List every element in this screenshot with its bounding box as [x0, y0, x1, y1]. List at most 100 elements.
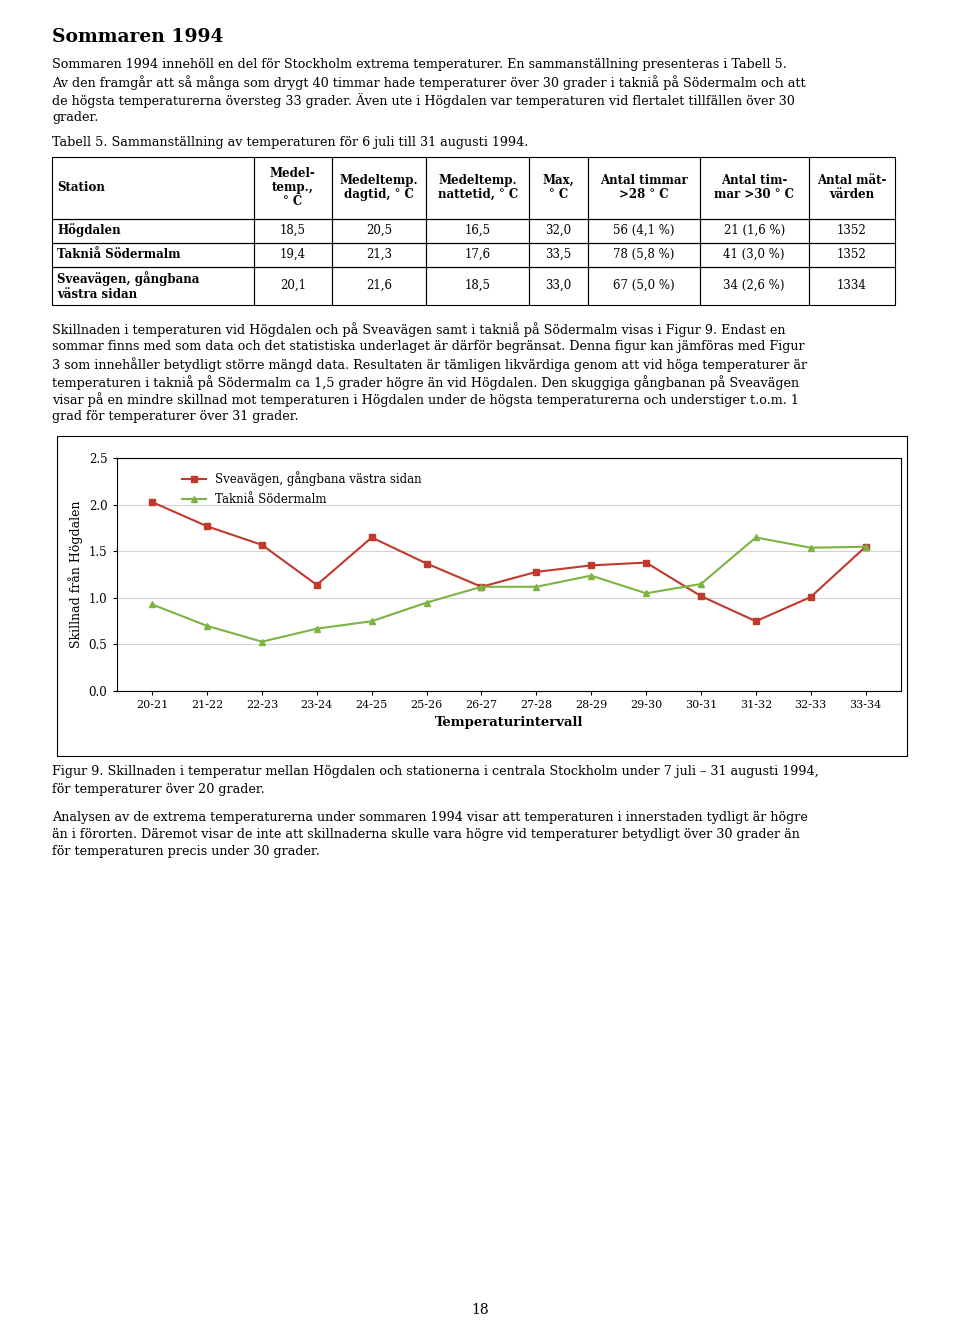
Text: Tabell 5. Sammanställning av temperaturen för 6 juli till 31 augusti 1994.: Tabell 5. Sammanställning av temperature… — [52, 136, 528, 149]
Text: 1352: 1352 — [837, 224, 867, 236]
Takniå Södermalm — [586, 568, 597, 584]
Text: västra sidan: västra sidan — [57, 287, 137, 301]
Text: dagtid, ° C: dagtid, ° C — [344, 188, 414, 201]
Sveavägen, gångbana västra sidan — [366, 529, 377, 545]
Bar — [808, 157, 895, 219]
Takniå Södermalm — [366, 614, 377, 630]
Text: 41 (3,0 %): 41 (3,0 %) — [724, 248, 785, 261]
Text: 33,0: 33,0 — [545, 279, 571, 291]
Bar — [331, 219, 426, 243]
Text: Sveavägen, gångbana: Sveavägen, gångbana — [57, 271, 200, 286]
Sveavägen, gångbana västra sidan — [531, 564, 542, 580]
Text: visar på en mindre skillnad mot temperaturen i Högdalen under de högsta temperat: visar på en mindre skillnad mot temperat… — [52, 392, 799, 407]
Takniå Södermalm — [750, 529, 761, 545]
Text: temp.,: temp., — [272, 181, 314, 193]
Bar — [588, 219, 700, 243]
Bar — [529, 219, 588, 243]
Line: Takniå Södermalm: Takniå Södermalm — [149, 535, 869, 645]
Bar — [254, 243, 331, 266]
Text: >28 ° C: >28 ° C — [619, 188, 668, 201]
Bar — [700, 266, 808, 305]
Sveavägen, gångbana västra sidan — [695, 588, 707, 604]
Text: 67 (5,0 %): 67 (5,0 %) — [612, 279, 675, 291]
Text: de högsta temperaturerna översteg 33 grader. Även ute i Högdalen var temperature: de högsta temperaturerna översteg 33 gra… — [52, 93, 795, 107]
Text: 34 (2,6 %): 34 (2,6 %) — [724, 279, 785, 291]
Text: 1352: 1352 — [837, 248, 867, 261]
Bar — [700, 157, 808, 219]
Bar — [254, 219, 331, 243]
Text: 20,1: 20,1 — [279, 279, 306, 291]
Takniå Södermalm — [804, 540, 816, 556]
Bar — [588, 157, 700, 219]
Bar — [700, 243, 808, 266]
Text: grad för temperaturer över 31 grader.: grad för temperaturer över 31 grader. — [52, 410, 299, 423]
Bar — [254, 266, 331, 305]
Text: Analysen av de extrema temperaturerna under sommaren 1994 visar att temperaturen: Analysen av de extrema temperaturerna un… — [52, 810, 808, 823]
Bar — [52, 243, 254, 266]
Line: Sveavägen, gångbana västra sidan: Sveavägen, gångbana västra sidan — [149, 500, 869, 624]
Text: Sommaren 1994 innehöll en del för Stockholm extrema temperaturer. En sammanställ: Sommaren 1994 innehöll en del för Stockh… — [52, 58, 787, 71]
Bar — [808, 266, 895, 305]
Text: Takniå Södermalm: Takniå Södermalm — [57, 248, 180, 261]
Text: 18: 18 — [471, 1303, 489, 1317]
Text: 1334: 1334 — [837, 279, 867, 291]
Text: Antal mät-: Antal mät- — [817, 175, 886, 187]
Text: sommar finns med som data och det statistiska underlaget är därför begränsat. De: sommar finns med som data och det statis… — [52, 340, 804, 353]
Bar — [52, 219, 254, 243]
Bar — [700, 219, 808, 243]
Sveavägen, gångbana västra sidan — [311, 577, 323, 594]
Text: 18,5: 18,5 — [465, 279, 491, 291]
Sveavägen, gångbana västra sidan — [750, 614, 761, 630]
Text: Figur 9. Skillnaden i temperatur mellan Högdalen och stationerna i centrala Stoc: Figur 9. Skillnaden i temperatur mellan … — [52, 766, 819, 779]
Text: 19,4: 19,4 — [279, 248, 306, 261]
Takniå Södermalm — [476, 579, 488, 595]
Text: Medeltemp.: Medeltemp. — [340, 175, 419, 187]
Text: 20,5: 20,5 — [366, 224, 392, 236]
Text: Antal timmar: Antal timmar — [600, 175, 687, 187]
Bar — [588, 266, 700, 305]
Takniå Södermalm — [256, 634, 268, 650]
Text: för temperaturer över 20 grader.: för temperaturer över 20 grader. — [52, 783, 265, 796]
Text: 21 (1,6 %): 21 (1,6 %) — [724, 224, 785, 236]
Text: mar >30 ° C: mar >30 ° C — [714, 188, 794, 201]
Text: 21,3: 21,3 — [366, 248, 392, 261]
Bar — [52, 266, 254, 305]
Y-axis label: Skillnad från Högdalen: Skillnad från Högdalen — [68, 501, 84, 649]
Text: 3 som innehåller betydligt större mängd data. Resultaten är tämligen likvärdiga : 3 som innehåller betydligt större mängd … — [52, 357, 807, 372]
Text: ° C: ° C — [283, 195, 302, 208]
Text: värden: värden — [829, 188, 875, 201]
Bar — [331, 243, 426, 266]
Bar — [808, 243, 895, 266]
Text: 78 (5,8 %): 78 (5,8 %) — [613, 248, 674, 261]
Takniå Södermalm — [311, 620, 323, 637]
Takniå Södermalm — [640, 586, 652, 602]
Sveavägen, gångbana västra sidan — [640, 555, 652, 571]
Text: Medeltemp.: Medeltemp. — [439, 175, 517, 187]
Text: ° C: ° C — [549, 188, 568, 201]
Bar — [331, 266, 426, 305]
Takniå Södermalm — [202, 618, 213, 634]
Text: 21,6: 21,6 — [366, 279, 392, 291]
Text: Av den framgår att så många som drygt 40 timmar hade temperaturer över 30 grader: Av den framgår att så många som drygt 40… — [52, 75, 805, 90]
Legend: Sveavägen, gångbana västra sidan, Takniå Södermalm: Sveavägen, gångbana västra sidan, Takniå… — [178, 466, 426, 510]
Text: Antal tim-: Antal tim- — [721, 175, 787, 187]
Text: Max,: Max, — [542, 175, 574, 187]
Text: för temperaturen precis under 30 grader.: för temperaturen precis under 30 grader. — [52, 846, 320, 858]
Sveavägen, gångbana västra sidan — [202, 518, 213, 535]
Bar — [426, 219, 529, 243]
Text: Skillnaden i temperaturen vid Högdalen och på Sveavägen samt i takniå på Söderma: Skillnaden i temperaturen vid Högdalen o… — [52, 322, 785, 337]
Takniå Södermalm — [531, 579, 542, 595]
Sveavägen, gångbana västra sidan — [476, 579, 488, 595]
Sveavägen, gångbana västra sidan — [804, 590, 816, 606]
Bar — [426, 157, 529, 219]
Takniå Södermalm — [860, 539, 872, 555]
Bar — [529, 243, 588, 266]
Text: 18,5: 18,5 — [279, 224, 306, 236]
Sveavägen, gångbana västra sidan — [147, 494, 158, 510]
Bar — [426, 243, 529, 266]
Takniå Södermalm — [420, 595, 432, 611]
Sveavägen, gångbana västra sidan — [256, 537, 268, 553]
Text: Medel-: Medel- — [270, 167, 316, 180]
Takniå Södermalm — [147, 596, 158, 612]
Text: Högdalen: Högdalen — [57, 223, 121, 238]
